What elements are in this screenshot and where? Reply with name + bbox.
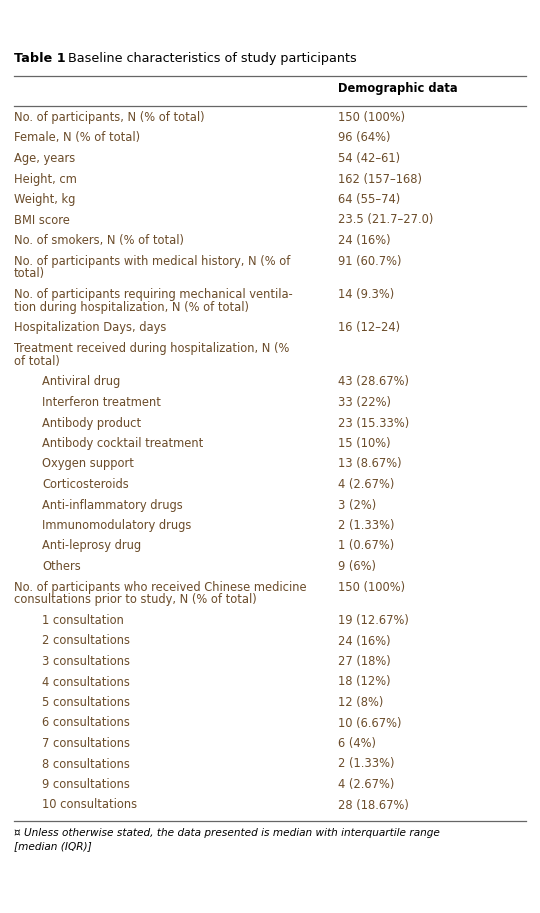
Text: 4 (2.67%): 4 (2.67%): [338, 478, 394, 491]
Text: 15 (10%): 15 (10%): [338, 437, 390, 450]
Text: 27 (18%): 27 (18%): [338, 655, 391, 668]
Text: Immunomodulatory drugs: Immunomodulatory drugs: [42, 519, 191, 532]
Text: 4 consultations: 4 consultations: [42, 676, 130, 688]
Text: 33 (22%): 33 (22%): [338, 396, 391, 409]
Text: 7 consultations: 7 consultations: [42, 737, 130, 750]
Text: of total): of total): [14, 355, 60, 368]
Text: No. of participants requiring mechanical ventila-: No. of participants requiring mechanical…: [14, 288, 293, 301]
Text: 28 (18.67%): 28 (18.67%): [338, 799, 409, 812]
Text: No. of participants, N (% of total): No. of participants, N (% of total): [14, 111, 205, 124]
Text: BMI score: BMI score: [14, 214, 70, 226]
Text: No. of smokers, N (% of total): No. of smokers, N (% of total): [14, 234, 184, 247]
Text: Age, years: Age, years: [14, 152, 75, 165]
Text: 3 (2%): 3 (2%): [338, 498, 376, 511]
Text: Baseline characteristics of study participants: Baseline characteristics of study partic…: [60, 52, 357, 65]
Text: 43 (28.67%): 43 (28.67%): [338, 375, 409, 389]
Text: Anti-inflammatory drugs: Anti-inflammatory drugs: [42, 498, 183, 511]
Text: 12 (8%): 12 (8%): [338, 696, 383, 709]
Text: Demographic data: Demographic data: [338, 82, 457, 95]
Text: 10 consultations: 10 consultations: [42, 799, 137, 812]
Text: [median (IQR)]: [median (IQR)]: [14, 841, 92, 851]
Text: 1 (0.67%): 1 (0.67%): [338, 540, 394, 552]
Text: 23.5 (21.7–27.0): 23.5 (21.7–27.0): [338, 214, 434, 226]
Text: Hospitalization Days, days: Hospitalization Days, days: [14, 321, 166, 334]
Text: Interferon treatment: Interferon treatment: [42, 396, 161, 409]
Text: 162 (157–168): 162 (157–168): [338, 173, 422, 185]
Text: 6 consultations: 6 consultations: [42, 717, 130, 729]
Text: Corticosteroids: Corticosteroids: [42, 478, 129, 491]
Text: consultations prior to study, N (% of total): consultations prior to study, N (% of to…: [14, 593, 256, 606]
Text: 5 consultations: 5 consultations: [42, 696, 130, 709]
Text: 64 (55–74): 64 (55–74): [338, 193, 400, 206]
Text: 2 (1.33%): 2 (1.33%): [338, 519, 395, 532]
Text: No. of participants who received Chinese medicine: No. of participants who received Chinese…: [14, 581, 307, 593]
Text: Height, cm: Height, cm: [14, 173, 77, 185]
Text: Female, N (% of total): Female, N (% of total): [14, 131, 140, 144]
Text: 13 (8.67%): 13 (8.67%): [338, 457, 402, 470]
Text: 24 (16%): 24 (16%): [338, 234, 390, 247]
Text: 19 (12.67%): 19 (12.67%): [338, 614, 409, 627]
Text: 4 (2.67%): 4 (2.67%): [338, 778, 394, 791]
Text: 14 (9.3%): 14 (9.3%): [338, 288, 394, 301]
Text: total): total): [14, 268, 45, 280]
Text: Table 1: Table 1: [14, 52, 66, 65]
Text: Antibody product: Antibody product: [42, 416, 141, 429]
Text: Anti-leprosy drug: Anti-leprosy drug: [42, 540, 141, 552]
Text: Weight, kg: Weight, kg: [14, 193, 76, 206]
Text: 6 (4%): 6 (4%): [338, 737, 376, 750]
Text: Antiviral drug: Antiviral drug: [42, 375, 120, 389]
Text: 9 consultations: 9 consultations: [42, 778, 130, 791]
Text: 2 (1.33%): 2 (1.33%): [338, 758, 395, 771]
Text: 150 (100%): 150 (100%): [338, 581, 405, 593]
Text: 3 consultations: 3 consultations: [42, 655, 130, 668]
Text: 1 consultation: 1 consultation: [42, 614, 124, 627]
Text: 24 (16%): 24 (16%): [338, 635, 390, 647]
Text: 2 consultations: 2 consultations: [42, 635, 130, 647]
Text: 10 (6.67%): 10 (6.67%): [338, 717, 402, 729]
Text: 91 (60.7%): 91 (60.7%): [338, 255, 402, 268]
Text: Antibody cocktail treatment: Antibody cocktail treatment: [42, 437, 203, 450]
Text: 16 (12–24): 16 (12–24): [338, 321, 400, 334]
Text: 150 (100%): 150 (100%): [338, 111, 405, 124]
Text: Treatment received during hospitalization, N (%: Treatment received during hospitalizatio…: [14, 342, 289, 355]
Text: No. of participants with medical history, N (% of: No. of participants with medical history…: [14, 255, 291, 268]
Text: 18 (12%): 18 (12%): [338, 676, 390, 688]
Text: Oxygen support: Oxygen support: [42, 457, 134, 470]
Text: tion during hospitalization, N (% of total): tion during hospitalization, N (% of tot…: [14, 301, 249, 314]
Text: 8 consultations: 8 consultations: [42, 758, 130, 771]
Text: ¤ Unless otherwise stated, the data presented is median with interquartile range: ¤ Unless otherwise stated, the data pres…: [14, 828, 440, 838]
Text: 9 (6%): 9 (6%): [338, 560, 376, 573]
Text: 23 (15.33%): 23 (15.33%): [338, 416, 409, 429]
Text: 96 (64%): 96 (64%): [338, 131, 390, 144]
Text: 54 (42–61): 54 (42–61): [338, 152, 400, 165]
Text: Others: Others: [42, 560, 81, 573]
